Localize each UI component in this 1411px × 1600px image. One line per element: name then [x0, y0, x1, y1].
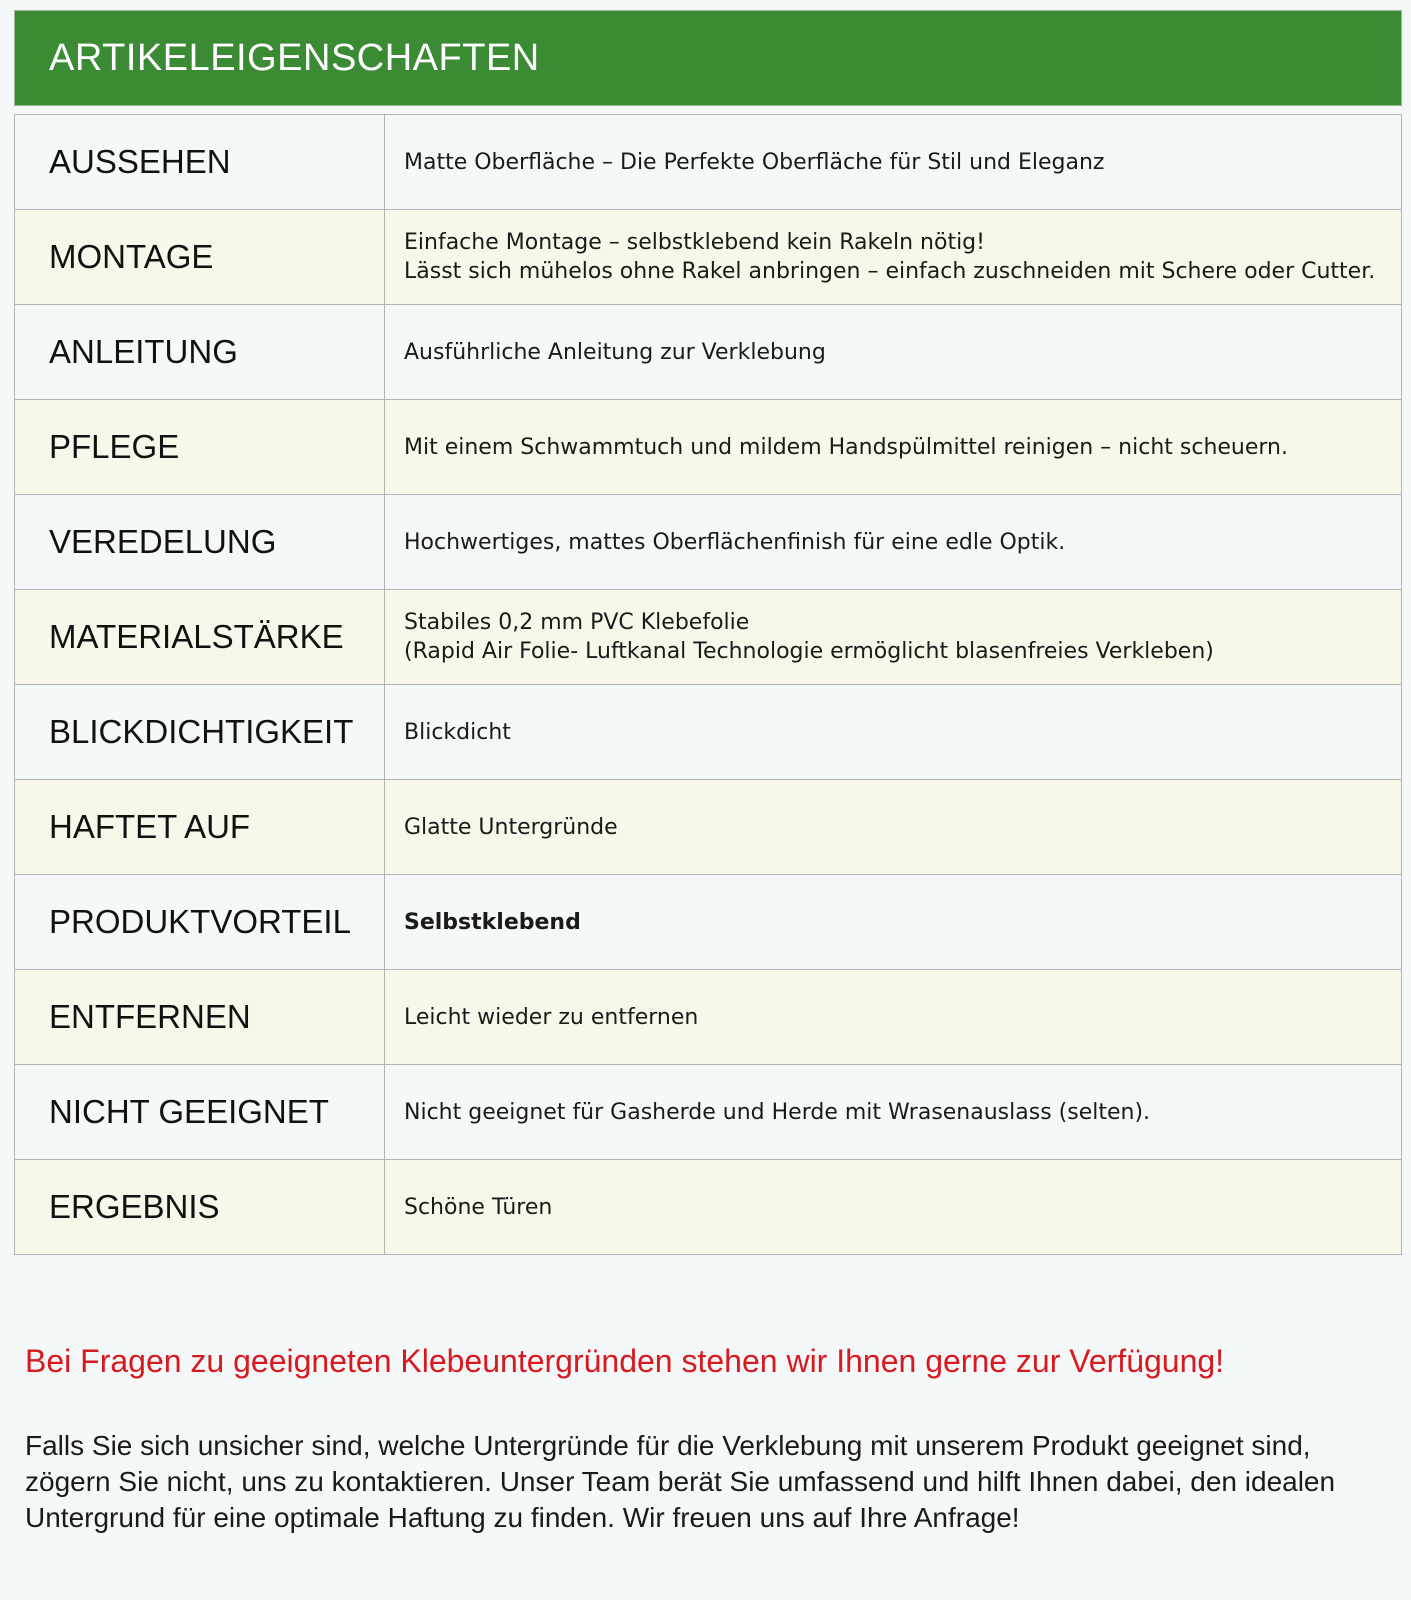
property-name: ERGEBNIS: [14, 1159, 385, 1255]
property-value: Schöne Türen: [384, 1159, 1402, 1255]
property-value: Nicht geeignet für Gasherde und Herde mi…: [384, 1064, 1402, 1160]
property-value-line: Mit einem Schwammtuch und mildem Handspü…: [404, 434, 1288, 460]
property-value: Selbstklebend: [384, 874, 1402, 970]
property-name: PFLEGE: [14, 399, 385, 495]
property-value-line: Leicht wieder zu entfernen: [404, 1004, 699, 1030]
property-value: Stabiles 0,2 mm PVC Klebefolie (Rapid Air…: [384, 589, 1402, 685]
table-row: MATERIALSTÄRKE Stabiles 0,2 mm PVC Klebef…: [14, 589, 1402, 685]
property-name: MATERIALSTÄRKE: [14, 589, 385, 685]
property-value-line: Schöne Türen: [404, 1194, 553, 1220]
property-value: Ausführliche Anleitung zur Verklebung: [384, 304, 1402, 400]
property-value-line: Stabiles 0,2 mm PVC Klebefolie: [404, 610, 750, 635]
table-row: VEREDELUNG Hochwertiges, mattes Oberfläch…: [14, 494, 1402, 590]
property-name: PRODUKTVORTEIL: [14, 874, 385, 970]
table-row: ENTFERNEN Leicht wieder zu entfernen: [14, 969, 1402, 1065]
property-value-line: Nicht geeignet für Gasherde und Herde mi…: [404, 1099, 1151, 1125]
property-name: NICHT GEEIGNET: [14, 1064, 385, 1160]
property-name: AUSSEHEN: [14, 114, 385, 210]
table-row: ANLEITUNG Ausführliche Anleitung zur Verk…: [14, 304, 1402, 400]
property-name: ENTFERNEN: [14, 969, 385, 1065]
table-row: PFLEGE Mit einem Schwammtuch und mildem H…: [14, 399, 1402, 495]
property-value: Hochwertiges, mattes Oberflächenfinish f…: [384, 494, 1402, 590]
contact-callout: Bei Fragen zu geeigneten Klebeuntergründ…: [25, 1343, 1225, 1379]
property-value-line: Matte Oberfläche – Die Perfekte Oberfläc…: [404, 149, 1105, 175]
property-name: VEREDELUNG: [14, 494, 385, 590]
table-row: ERGEBNIS Schöne Türen: [14, 1159, 1402, 1255]
property-name: MONTAGE: [14, 209, 385, 305]
property-value: Leicht wieder zu entfernen: [384, 969, 1402, 1065]
property-value: Blickdicht: [384, 684, 1402, 780]
property-value-line: Selbstklebend: [404, 909, 581, 935]
property-value: Einfache Montage – selbstklebend kein Ra…: [384, 209, 1402, 305]
properties-table: AUSSEHEN Matte Oberfläche – Die Perfekte …: [14, 114, 1402, 1255]
property-name: ANLEITUNG: [14, 304, 385, 400]
property-name: HAFTET AUF: [14, 779, 385, 875]
section-title: ARTIKELEIGENSCHAFTEN: [49, 36, 540, 79]
table-row: MONTAGE Einfache Montage – selbstklebend …: [14, 209, 1402, 305]
property-value-line: Blickdicht: [404, 719, 511, 745]
property-name: BLICKDICHTIGKEIT: [14, 684, 385, 780]
property-value-line: Einfache Montage – selbstklebend kein Ra…: [404, 230, 985, 255]
property-value-line: Hochwertiges, mattes Oberflächenfinish f…: [404, 529, 1066, 555]
property-value-line: Ausführliche Anleitung zur Verklebung: [404, 339, 826, 365]
table-row: BLICKDICHTIGKEIT Blickdicht: [14, 684, 1402, 780]
table-row: NICHT GEEIGNET Nicht geeignet für Gasherd…: [14, 1064, 1402, 1160]
property-value-line: Glatte Untergründe: [404, 814, 618, 840]
property-value-line: Lässt sich mühelos ohne Rakel anbringen …: [404, 259, 1376, 284]
property-value: Glatte Untergründe: [384, 779, 1402, 875]
contact-paragraph: Falls Sie sich unsicher sind, welche Unt…: [25, 1430, 1336, 1533]
table-row: PRODUKTVORTEIL Selbstklebend: [14, 874, 1402, 970]
section-header: ARTIKELEIGENSCHAFTEN: [14, 10, 1402, 106]
table-row: HAFTET AUF Glatte Untergründe: [14, 779, 1402, 875]
table-row: AUSSEHEN Matte Oberfläche – Die Perfekte …: [14, 114, 1402, 210]
property-value: Mit einem Schwammtuch und mildem Handspü…: [384, 399, 1402, 495]
property-value: Matte Oberfläche – Die Perfekte Oberfläc…: [384, 114, 1402, 210]
property-value-line: (Rapid Air Folie- Luftkanal Technologie …: [404, 639, 1214, 664]
properties-panel: ARTIKELEIGENSCHAFTEN AUSSEHEN Matte Oberf…: [14, 10, 1402, 1255]
